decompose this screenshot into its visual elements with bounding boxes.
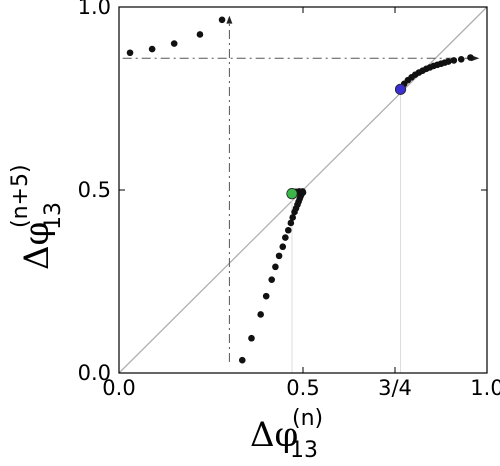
data-point: [450, 57, 458, 64]
data-point: [170, 40, 178, 47]
x-tick-label: 3/4: [378, 376, 412, 400]
data-point: [257, 311, 264, 318]
y-axis-superscript: (n+5): [8, 164, 33, 228]
y-tick-label: 0.0: [78, 361, 111, 385]
data-points: [126, 16, 474, 364]
fixed-point-marker: [286, 188, 298, 200]
guide-arrowhead: [226, 15, 233, 24]
y-axis-label: Δφ 13 (n+5): [8, 164, 66, 270]
x-tick-label: 0.5: [286, 376, 319, 400]
fixed-point-marker: [394, 83, 407, 95]
y-tick-label: 0.5: [78, 178, 111, 202]
data-point: [289, 214, 296, 221]
y-axis-ticks: 0.0 0.5 1.0: [78, 0, 487, 385]
y-axis-subscript: 13: [41, 202, 66, 230]
data-point: [218, 16, 226, 24]
data-point: [282, 234, 289, 241]
plot-area: [118, 6, 488, 374]
data-point: [148, 45, 156, 53]
data-point: [238, 356, 246, 364]
data-point: [299, 189, 307, 196]
y-tick-label: 1.0: [78, 0, 111, 19]
x-axis-symbol: Δφ: [250, 415, 298, 455]
data-point: [279, 243, 287, 251]
data-point: [445, 58, 452, 65]
x-tick-label: 0.0: [102, 376, 135, 400]
data-point: [275, 252, 283, 260]
data-point: [126, 49, 134, 57]
fixed-points: [286, 83, 407, 200]
data-point: [467, 54, 474, 61]
data-point: [248, 334, 255, 342]
y-axis-symbol: Δφ: [17, 222, 57, 270]
data-point: [272, 263, 279, 271]
x-axis-superscript: (n): [292, 406, 323, 431]
x-tick-label: 1.0: [470, 376, 500, 400]
data-point: [287, 219, 295, 227]
x-axis-subscript: 13: [290, 438, 318, 463]
data-point: [284, 226, 292, 234]
data-point: [196, 31, 204, 38]
x-axis-label: Δφ 13 (n): [250, 406, 323, 463]
data-point: [262, 292, 270, 300]
data-point: [457, 56, 465, 63]
x-axis-ticks: 0.0 0.5 3/4 1.0: [102, 7, 500, 400]
data-point: [268, 276, 276, 283]
